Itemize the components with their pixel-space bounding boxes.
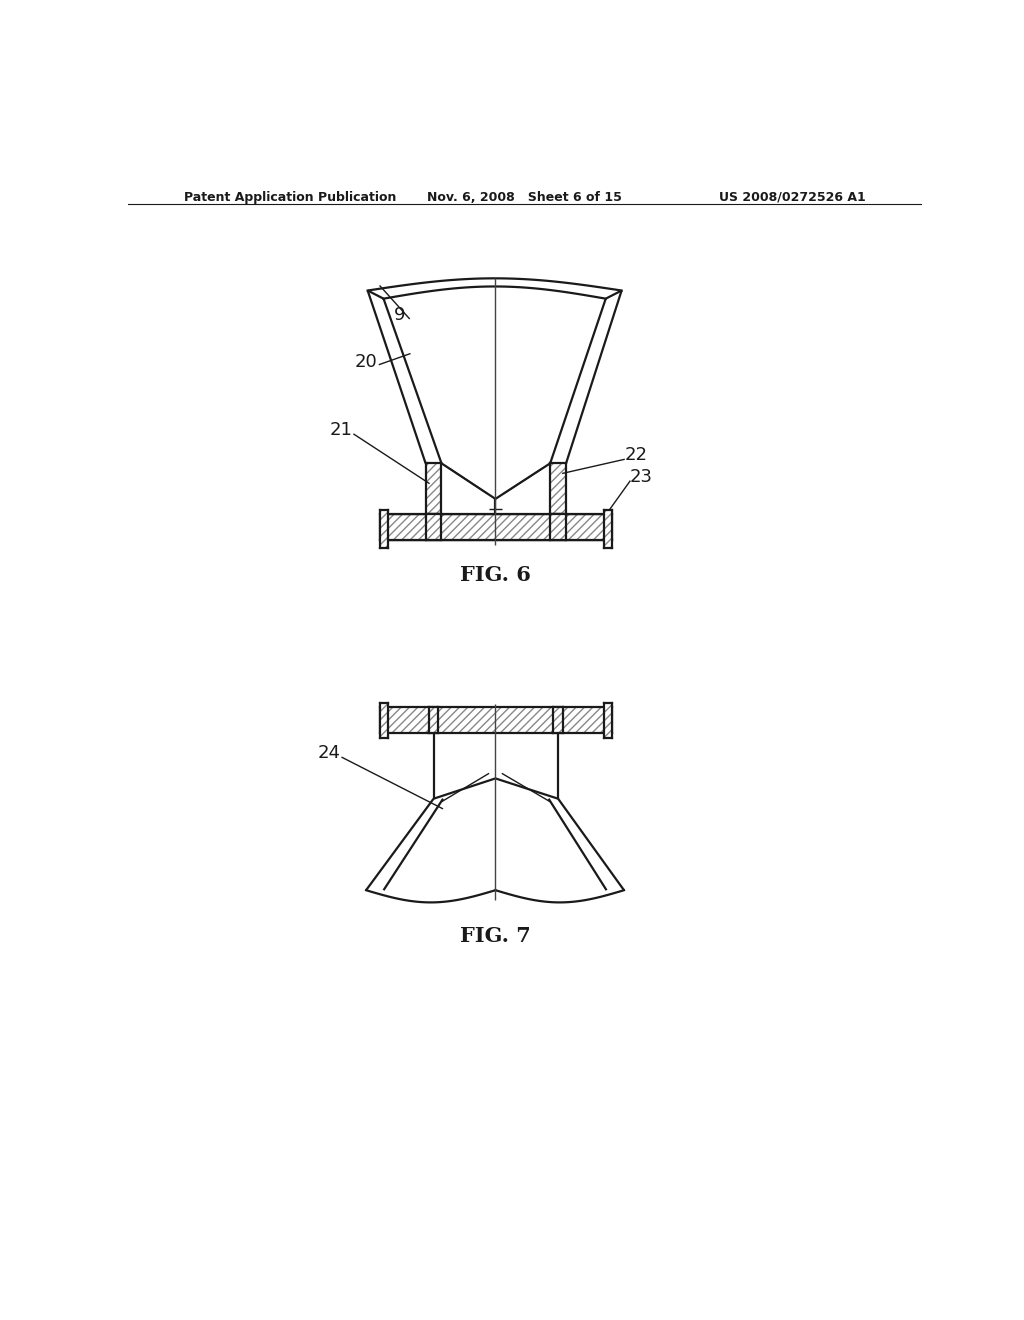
Bar	[380, 510, 388, 548]
Bar	[380, 510, 388, 548]
Bar	[429, 708, 438, 733]
Bar	[426, 515, 441, 540]
Bar	[550, 515, 566, 540]
Bar	[550, 463, 566, 515]
Text: FIG. 6: FIG. 6	[460, 565, 530, 585]
Text: 9: 9	[393, 306, 406, 323]
Bar	[426, 463, 441, 515]
Bar	[380, 708, 612, 733]
Bar	[550, 515, 566, 540]
Text: 20: 20	[354, 352, 378, 371]
Bar	[380, 704, 388, 738]
Bar	[604, 510, 612, 548]
Text: FIG. 7: FIG. 7	[460, 925, 530, 946]
Bar	[604, 704, 612, 738]
Bar	[553, 708, 563, 733]
Bar	[380, 515, 612, 540]
Text: Patent Application Publication: Patent Application Publication	[183, 191, 396, 203]
Bar	[429, 708, 438, 733]
Text: US 2008/0272526 A1: US 2008/0272526 A1	[719, 191, 866, 203]
Text: Nov. 6, 2008   Sheet 6 of 15: Nov. 6, 2008 Sheet 6 of 15	[427, 191, 623, 203]
Text: 22: 22	[625, 446, 647, 465]
Bar	[380, 704, 388, 738]
Bar	[380, 708, 612, 733]
Bar	[550, 463, 566, 515]
Bar	[604, 510, 612, 548]
Bar	[380, 515, 612, 540]
Text: 23: 23	[630, 467, 653, 486]
Bar	[426, 515, 441, 540]
Bar	[604, 704, 612, 738]
Text: 24: 24	[317, 744, 340, 762]
Bar	[426, 463, 441, 515]
Bar	[553, 708, 563, 733]
Text: 21: 21	[330, 421, 352, 438]
